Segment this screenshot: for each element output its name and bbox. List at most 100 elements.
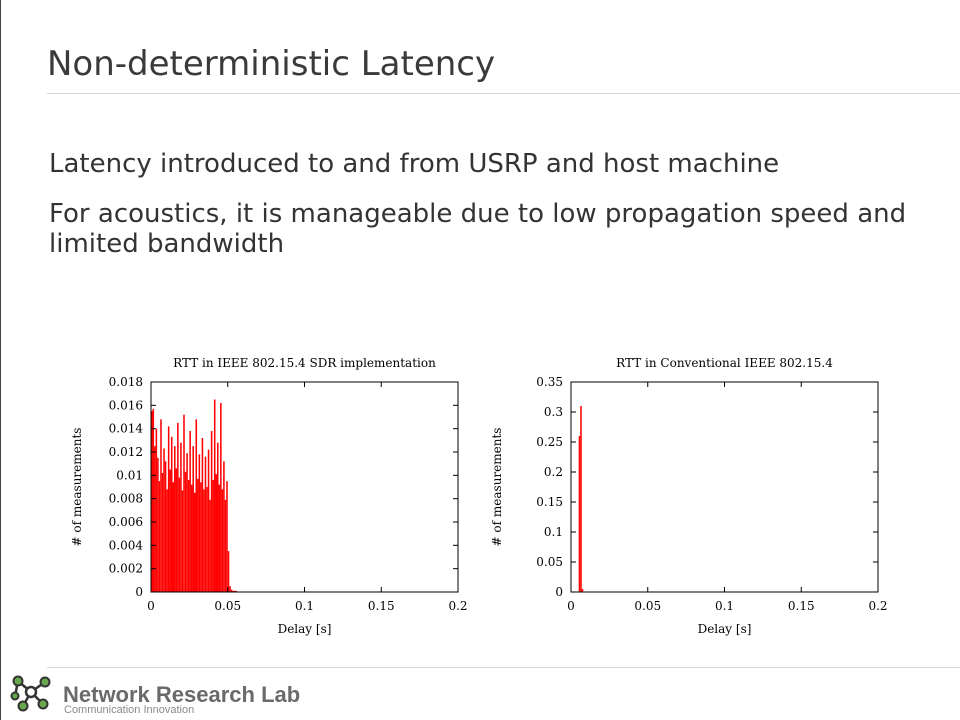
chart-bar [157,457,159,592]
chart-bar [180,442,182,592]
y-tick-label: 0.3 [544,405,563,419]
y-tick-label: 0.35 [536,375,563,389]
chart-bar [186,453,188,592]
x-tick-label: 0 [567,599,575,613]
chart-bar [169,469,171,592]
chart-bar [206,487,208,592]
chart-bar [217,442,219,592]
page-title: Non-deterministic Latency [47,44,496,84]
chart-bar [201,438,204,592]
y-tick-label: 0.1 [544,525,563,539]
y-tick-label: 0.01 [116,468,143,482]
chart-bar [172,482,175,592]
x-tick-label: 0.1 [295,599,314,613]
title-divider [47,93,960,94]
chart-bar [198,454,201,592]
footer-divider [47,667,960,668]
y-tick-label: 0.008 [109,492,143,506]
chart-bar [233,590,236,592]
chart-bar [164,461,167,592]
x-tick-label: 0.1 [715,599,734,613]
x-tick-label: 0.15 [788,599,815,613]
chart-bar [192,446,194,592]
chart-bar [218,484,221,592]
chart-bar [210,431,213,592]
chart-bar [155,428,158,592]
chart-bar [578,436,581,592]
chart-bar [215,474,218,592]
chart-bar [152,408,155,592]
chart-sdr-rtt: RTT in IEEE 802.15.4 SDR implementation 0… [61,350,481,650]
chart-sdr-rtt-svg: RTT in IEEE 802.15.4 SDR implementation 0… [70,356,468,636]
chart-bar [177,422,179,592]
x-tick-label: 0.2 [868,599,887,613]
x-tick-label: 0.05 [634,599,661,613]
chart-bar [203,489,205,592]
y-tick-label: 0.006 [109,515,143,529]
y-axis-label: # of measurements [490,428,504,547]
chart-bar [166,489,168,592]
chart-bar [174,446,176,592]
x-tick-label: 0.05 [214,599,241,613]
chart-title: RTT in Conventional IEEE 802.15.4 [616,356,833,370]
chart-bar [175,468,178,592]
chart-bar [226,481,228,592]
chart-bar [207,449,210,592]
x-axis-label: Delay [s] [698,622,752,636]
chart-bar [167,426,170,592]
x-axis-label: Delay [s] [278,622,332,636]
network-nodes-icon [9,672,53,716]
y-tick-label: 0 [135,585,143,599]
chart-bar [209,499,211,592]
y-tick-label: 0 [555,585,563,599]
chart-bar [212,480,214,592]
y-tick-label: 0.15 [536,495,563,509]
chart-bar [178,477,181,592]
chart-bar [204,456,207,592]
chart-bar [195,419,198,592]
chart-bar [213,399,216,592]
y-tick-label: 0.002 [109,562,143,576]
org-tagline: Communication Innovation [64,704,195,716]
chart-conventional-rtt-svg: RTT in Conventional IEEE 802.15.4 0 0.05 0.… [490,356,888,636]
chart-bar [161,473,164,592]
chart-bar [200,482,202,592]
plot-frame [570,381,879,593]
bullet-item: Latency introduced to and from USRP and … [49,149,780,179]
x-tick-label: 0.15 [368,599,395,613]
chart-bar [184,471,187,592]
y-tick-label: 0.012 [109,445,143,459]
chart-bar [223,461,225,592]
x-tick-label: 0 [147,599,155,613]
chart-title: RTT in IEEE 802.15.4 SDR implementation [173,356,436,370]
chart-bar [581,589,584,592]
chart-bar [183,414,185,592]
y-tick-label: 0.016 [109,398,143,412]
chart-bar [170,436,173,592]
chart-bar [154,446,156,592]
chart-bar [158,481,161,592]
chart-bar [230,589,233,592]
chart-bar [160,419,162,592]
org-name: Network Research Lab [63,682,301,707]
chart-bar [232,590,234,592]
x-tick-label: 0.2 [448,599,467,613]
chart-bar [224,499,227,592]
chart-bar [580,406,582,592]
y-tick-label: 0.25 [536,435,563,449]
chart-conventional-rtt: RTT in Conventional IEEE 802.15.4 0 0.05 0.… [481,350,901,650]
chart-bar [189,431,191,592]
chart-bar [197,478,199,592]
y-tick-label: 0.004 [109,538,144,552]
y-tick-label: 0.2 [544,465,563,479]
chart-bar [187,480,190,592]
chart-bar [229,586,231,592]
y-tick-label: 0.05 [536,555,563,569]
chart-bar [220,403,222,592]
chart-bar [181,490,184,592]
chart-bar [151,411,153,592]
y-axis-label: # of measurements [70,428,84,547]
chart-bar [193,492,196,592]
chart-bar [221,489,224,592]
